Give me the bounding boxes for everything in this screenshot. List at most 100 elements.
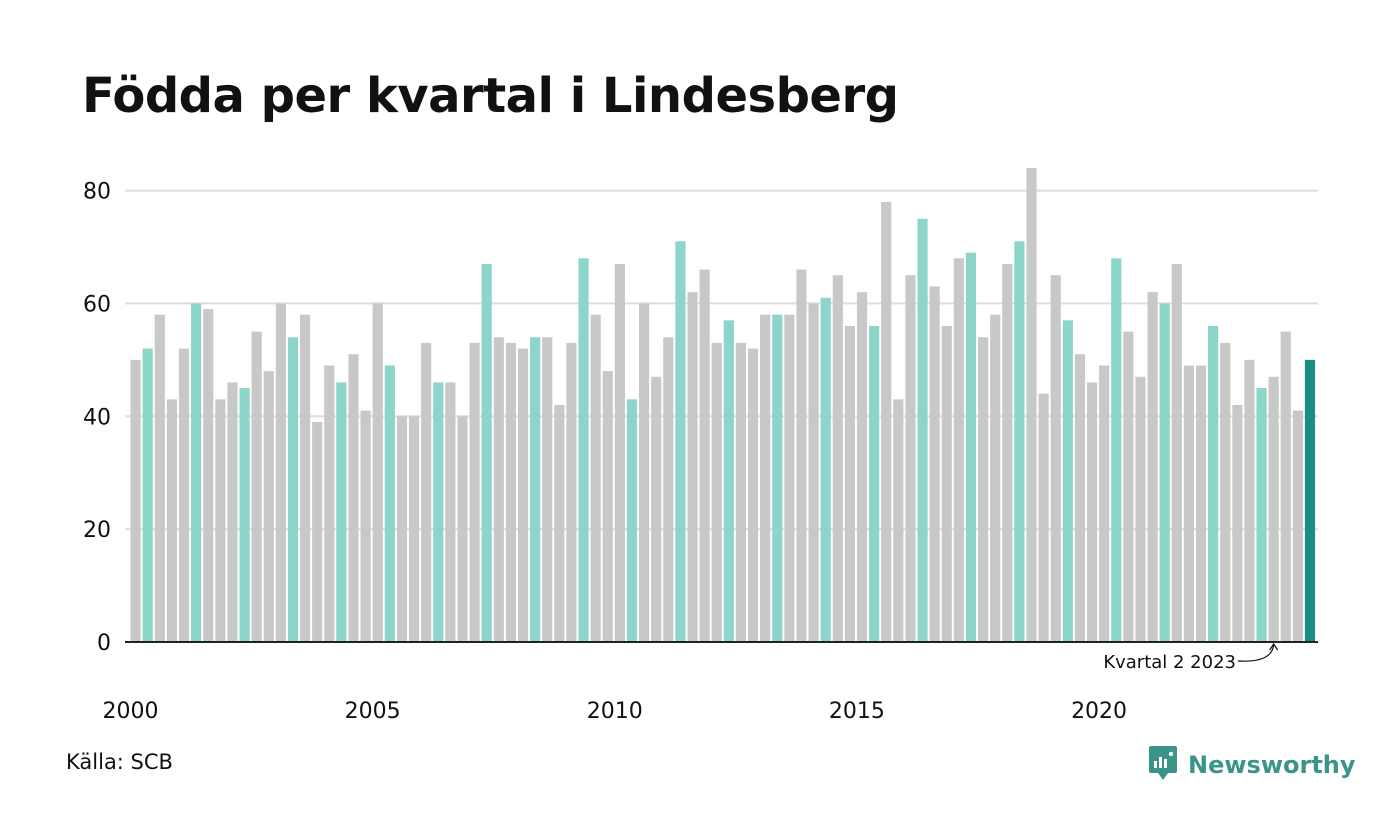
bar-2007-q2: [481, 263, 492, 642]
bar-2017-q1: [953, 258, 964, 642]
bar-2002-q4: [263, 371, 274, 642]
y-tick-label: 20: [83, 518, 111, 543]
bar-2012-q2: [723, 320, 734, 642]
annotation: Kvartal 2 2023: [1103, 642, 1279, 673]
x-tick-label: 2020: [1071, 699, 1127, 724]
x-tick-label: 2000: [103, 699, 159, 724]
bar-2014-q3: [832, 275, 843, 642]
bar-2008-q4: [554, 405, 565, 642]
bar-2006-q3: [445, 382, 456, 642]
bar-2013-q1: [760, 314, 771, 642]
bar-2007-q4: [505, 342, 516, 642]
bar-2013-q3: [784, 314, 795, 642]
bar-2005-q4: [408, 416, 420, 642]
bar-2017-q3: [978, 337, 989, 642]
bar-2008-q3: [542, 337, 553, 642]
bar-2008-q1: [517, 348, 529, 642]
bar-chart: 0 20 40 60 80 2000 2005 2010 2015 2020 Kvartal 2 …: [83, 168, 1318, 724]
bar-2021-q2: [1159, 303, 1170, 642]
bar-2018-q4: [1038, 393, 1049, 642]
x-tick-label: 2010: [587, 699, 643, 724]
bar-2014-q1: [808, 303, 819, 642]
bar-2010-q4: [651, 376, 662, 642]
bar-2022-q4: [1232, 405, 1243, 642]
bar-2003-q1: [275, 303, 286, 642]
y-tick-label: 80: [83, 180, 111, 205]
bar-2017-q2: [965, 252, 977, 642]
x-tick-label: 2005: [345, 699, 401, 724]
bar-2006-q1: [421, 342, 432, 642]
bar-2023-q2: [1256, 388, 1267, 642]
bar-2009-q1: [566, 342, 577, 642]
bar-2012-q3: [735, 342, 747, 642]
bar-2024-q1: [1292, 410, 1303, 642]
brand-name: Newsworthy: [1188, 751, 1356, 779]
bar-2023-q1: [1244, 359, 1255, 642]
bar-2023-q4: [1280, 331, 1291, 642]
bar-2016-q2: [917, 218, 928, 643]
bar-2000-q3: [154, 314, 165, 642]
bar-2000-q1: [130, 359, 141, 642]
bar-2021-q1: [1147, 292, 1158, 642]
bar-2002-q2: [239, 388, 250, 642]
bar-2016-q4: [941, 326, 952, 642]
brand-logo[interactable]: Newsworthy: [1148, 745, 1356, 785]
bar-2012-q1: [711, 342, 722, 642]
y-tick-label: 60: [83, 292, 111, 317]
bar-2014-q4: [844, 326, 855, 642]
bar-2005-q2: [384, 365, 395, 642]
bar-2011-q1: [663, 337, 674, 642]
bar-2019-q3: [1074, 354, 1086, 642]
bar-2001-q3: [203, 309, 214, 642]
bar-2003-q4: [312, 421, 323, 642]
bar-2001-q2: [191, 303, 202, 642]
source-label: Källa: SCB: [66, 750, 173, 774]
bar-2015-q4: [893, 399, 904, 642]
axes: 0 20 40 60 80 2000 2005 2010 2015 2020: [83, 180, 1318, 724]
bar-2006-q4: [457, 416, 468, 642]
bar-2015-q3: [881, 201, 892, 642]
bar-2017-q4: [990, 314, 1001, 642]
bar-2002-q3: [251, 331, 262, 642]
bar-2001-q1: [178, 348, 190, 642]
x-tick-label: 2015: [829, 699, 885, 724]
y-tick-label: 0: [97, 631, 111, 656]
bar-2012-q4: [747, 348, 759, 642]
bar-2018-q1: [1002, 263, 1013, 642]
bar-2013-q4: [796, 269, 807, 642]
bar-2020-q1: [1099, 365, 1110, 642]
annotation-label: Kvartal 2 2023: [1103, 652, 1236, 673]
bar-2020-q4: [1135, 376, 1146, 642]
bar-2011-q3: [687, 292, 698, 642]
bar-2016-q1: [905, 275, 916, 642]
bar-2005-q3: [396, 416, 408, 642]
bars: [130, 168, 1316, 643]
bar-2009-q2: [578, 258, 589, 642]
bar-2000-q2: [142, 348, 153, 642]
bar-2022-q2: [1208, 326, 1219, 642]
bar-2010-q2: [626, 399, 638, 642]
bar-2013-q2: [772, 314, 783, 642]
bar-2021-q3: [1171, 263, 1182, 642]
bar-2011-q2: [675, 241, 686, 642]
bar-2019-q2: [1062, 320, 1073, 642]
bar-2010-q3: [639, 303, 650, 642]
bar-2005-q1: [372, 303, 383, 642]
bar-2019-q4: [1086, 382, 1098, 642]
bar-2011-q4: [699, 269, 710, 642]
bar-2018-q2: [1014, 241, 1025, 642]
bar-2024-q2: [1304, 359, 1316, 642]
bar-2009-q3: [590, 314, 601, 642]
bar-2016-q3: [929, 286, 940, 642]
bar-2018-q3: [1026, 168, 1037, 642]
annotation-arrow: [1237, 643, 1275, 662]
annotation-arrowhead: [1269, 642, 1279, 651]
bar-2007-q1: [469, 342, 480, 642]
newsworthy-logo-icon: [1148, 745, 1178, 785]
bar-2020-q2: [1111, 258, 1122, 642]
bar-2004-q4: [360, 410, 371, 642]
bar-2015-q1: [856, 292, 868, 642]
bar-2002-q1: [227, 382, 238, 642]
bar-2003-q3: [300, 314, 311, 642]
y-tick-label: 40: [83, 405, 111, 430]
